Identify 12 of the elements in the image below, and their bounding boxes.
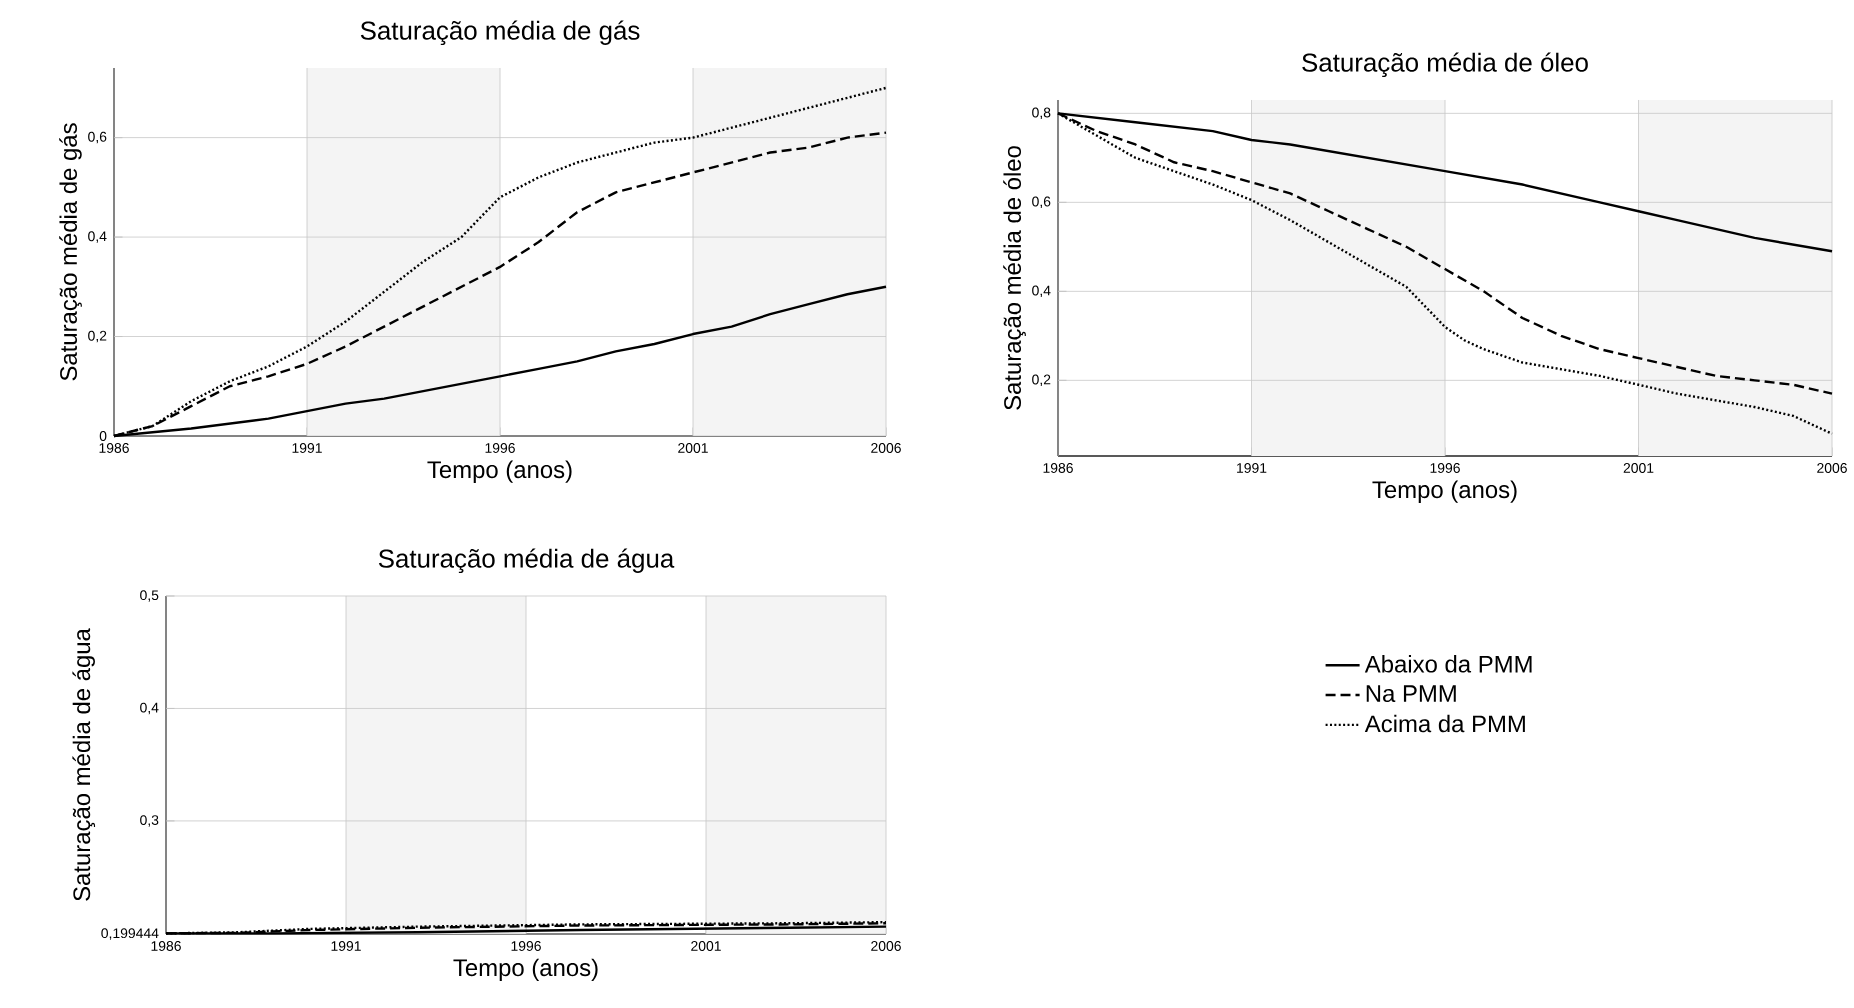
- y-axis-title: Saturação média de óleo: [1003, 146, 1026, 410]
- chart-title: Saturação média de água: [378, 548, 675, 574]
- chart-title: Saturação média de óleo: [1302, 52, 1588, 78]
- y-axis-title: Saturação média de água: [72, 628, 96, 901]
- legend-label: Abaixo da PMM: [1364, 655, 1532, 673]
- legend-label: Acima da PMM: [1364, 714, 1525, 733]
- x-axis-title: Tempo (anos): [453, 958, 598, 981]
- x-axis-title: Tempo (anos): [1372, 480, 1517, 503]
- chart-title: Saturação média de gás: [360, 20, 640, 46]
- legend-label: Na PMM: [1366, 685, 1456, 703]
- y-axis-title: Saturação média de gás: [59, 123, 82, 381]
- x-axis-title: Tempo (anos): [427, 460, 572, 483]
